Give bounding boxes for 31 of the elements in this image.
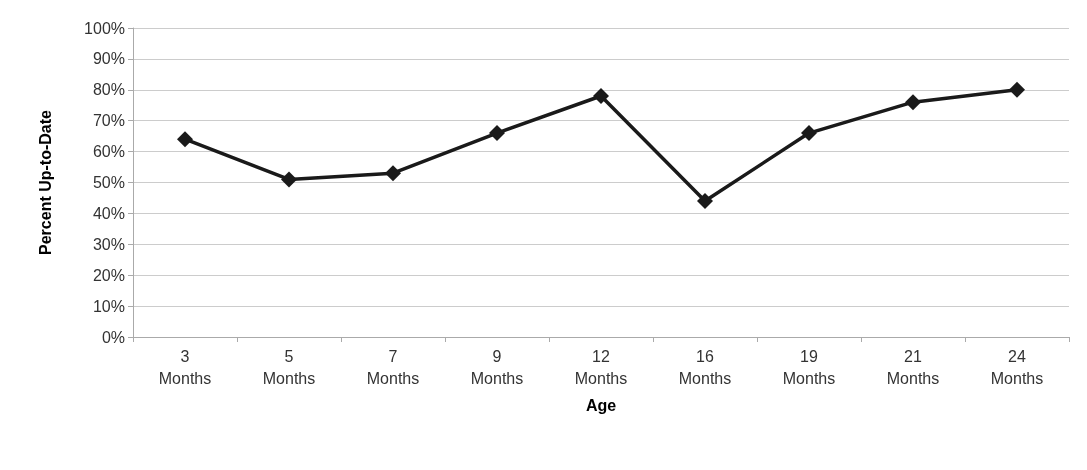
y-tick-label: 0%	[101, 328, 125, 346]
point	[697, 193, 713, 210]
y-tick-label: 90%	[92, 50, 125, 68]
x-tick-label: 21 Months	[886, 347, 940, 387]
y-tick-label: 30%	[92, 235, 125, 253]
point	[593, 87, 609, 104]
y-tick-label: 20%	[92, 266, 125, 284]
x-axis-title: Age	[585, 396, 617, 414]
x-tick-label: 16 Months	[678, 347, 732, 387]
x-tick-label: 7 Months	[366, 347, 420, 387]
point	[281, 171, 297, 188]
y-tick-label: 40%	[92, 204, 125, 222]
y-axis-title: Percent Up-to-Date	[36, 109, 54, 255]
point	[177, 131, 193, 148]
x-tick-label: 12 Months	[574, 347, 628, 387]
y-tick-label: 60%	[92, 143, 125, 161]
point	[1009, 81, 1025, 98]
y-tick-label: 70%	[92, 112, 125, 130]
y-tick-label: 50%	[92, 174, 125, 191]
point	[385, 165, 401, 182]
x-tick-label: 5 Months	[262, 347, 316, 387]
point	[489, 125, 505, 142]
x-tick-label: 24 Months	[990, 347, 1044, 387]
y-tick-label: 10%	[92, 297, 125, 315]
point	[801, 125, 817, 142]
x-tick-label: 3 Months	[158, 347, 212, 387]
y-tick-label: 100%	[84, 19, 125, 37]
y-tick-label: 80%	[92, 81, 125, 99]
x-tick-label: 9 Months	[470, 347, 524, 387]
point	[905, 94, 921, 111]
x-tick-label: 19 Months	[782, 347, 836, 387]
